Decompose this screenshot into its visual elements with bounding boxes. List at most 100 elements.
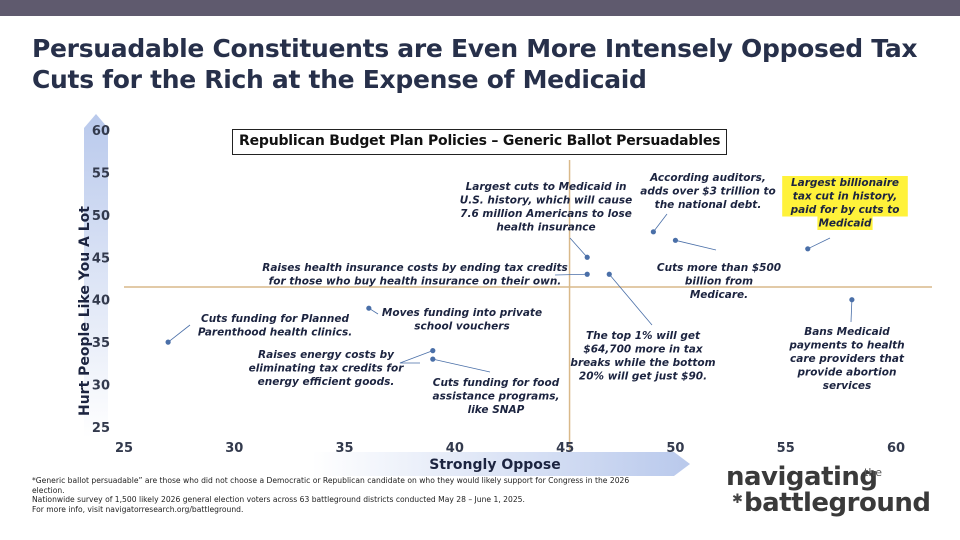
point-label-line: payments to health	[788, 340, 904, 352]
data-point	[584, 271, 590, 277]
x-tick-label: 35	[336, 441, 354, 456]
point-label: Cuts funding for Planned Parenthood healt…	[198, 313, 352, 339]
annotation-connector	[399, 350, 433, 364]
logo-the: the	[864, 466, 883, 479]
footnote-survey: Nationwide survey of 1,500 likely 2026 g…	[32, 495, 525, 505]
data-point	[430, 356, 436, 362]
chart-title: Republican Budget Plan Policies – Generi…	[232, 129, 728, 155]
annotation-connector	[850, 299, 853, 323]
navigating-the-battleground-logo: navigating the ✱ battleground	[726, 462, 946, 522]
point-label-line: Medicaid	[818, 218, 872, 230]
y-tick-label: 55	[92, 166, 110, 181]
label-highlight	[782, 189, 908, 203]
logo-star-icon: ✱	[732, 492, 743, 507]
data-point	[165, 339, 171, 345]
y-axis-arrow	[84, 114, 108, 438]
y-tick-label: 45	[92, 251, 110, 266]
x-tick-label: 30	[225, 441, 243, 456]
point-label: Largest billionaire tax cut in history, pa…	[790, 177, 900, 230]
x-tick-label: 45	[556, 441, 574, 456]
point-label-line: services	[823, 380, 872, 392]
label-highlight	[817, 216, 873, 230]
point-label-line: health insurance	[496, 222, 595, 234]
point-label-line: Moves funding into private	[382, 307, 542, 319]
point-label-line: Parenthood health clinics.	[198, 327, 352, 339]
point-label-line: billion from	[685, 276, 753, 288]
point-label-line: Raises health insurance costs by ending …	[262, 262, 567, 274]
annotation-connector	[653, 213, 668, 233]
point-label-line: care providers that	[790, 353, 905, 365]
label-highlight	[782, 203, 908, 217]
point-label: Cuts more than $500 billion from Medicare.	[657, 262, 781, 301]
y-tick-label: 50	[92, 209, 110, 224]
point-label-line: Raises energy costs by	[258, 349, 395, 361]
y-tick-label: 30	[92, 379, 110, 394]
x-tick-label: 55	[777, 441, 795, 456]
annotation-connector	[675, 239, 717, 251]
data-point	[650, 229, 656, 235]
point-label-line: eliminating tax credits for	[249, 363, 405, 375]
point-label: Raises energy costs by eliminating tax cr…	[249, 349, 405, 388]
annotation-connector	[569, 237, 588, 258]
y-tick-label: 35	[92, 336, 110, 351]
point-label: Largest cuts to Medicaid in U.S. history,…	[460, 181, 633, 234]
point-label-line: Cuts funding for food	[433, 377, 560, 389]
y-tick-label: 25	[92, 421, 110, 436]
point-label-line: U.S. history, which will cause	[460, 195, 633, 207]
data-point	[430, 348, 436, 354]
data-point	[584, 254, 590, 260]
point-label-line: 7.6 million Americans to lose	[460, 208, 632, 220]
point-label-line: energy efficient goods.	[258, 376, 395, 388]
footnote-definition: *Generic ballot persuadable” are those w…	[32, 476, 630, 495]
annotation-connector	[807, 237, 831, 250]
page-title: Persuadable Constituents are Even More I…	[32, 34, 918, 94]
point-label: Raises health insurance costs by ending …	[262, 262, 567, 288]
label-highlight	[782, 176, 908, 190]
top-bar	[0, 0, 960, 16]
x-tick-label: 40	[446, 441, 464, 456]
annotation-connector	[554, 273, 588, 276]
x-axis-arrow	[312, 452, 690, 476]
y-axis-title: Hurt People Like You A Lot	[77, 206, 93, 416]
annotation-connector	[432, 358, 491, 373]
data-point	[366, 305, 372, 311]
point-label-line: According auditors,	[649, 172, 766, 184]
point-label-line: paid for by cuts to	[790, 204, 900, 216]
point-label-line: provide abortion	[797, 367, 897, 379]
point-label-line: like SNAP	[468, 404, 525, 416]
point-label-line: Largest cuts to Medicaid in	[466, 181, 627, 193]
point-label-line: $64,700 more in tax	[583, 344, 703, 356]
point-label-line: school vouchers	[414, 321, 509, 333]
point-label: According auditors, adds over $3 trillion…	[640, 172, 775, 211]
annotation-connector	[608, 273, 653, 326]
point-label-line: adds over $3 trillion to	[640, 186, 775, 198]
point-label-line: 20% will get just $90.	[579, 371, 707, 383]
point-label: Moves funding into private school voucher…	[382, 307, 542, 333]
data-point	[849, 297, 855, 303]
point-label-line: Medicare.	[690, 289, 748, 301]
point-label-line: assistance programs,	[433, 391, 560, 403]
point-label-line: Cuts funding for Planned	[201, 313, 349, 325]
point-label-line: Bans Medicaid	[804, 326, 890, 338]
logo-line-2: battleground	[744, 488, 931, 518]
footnotes: *Generic ballot persuadable” are those w…	[32, 476, 632, 514]
point-label-line: for those who buy health insurance on th…	[269, 276, 562, 288]
data-point	[606, 271, 612, 277]
x-axis-title: Strongly Oppose	[429, 457, 560, 473]
footnote-link: For more info, visit navigatorresearch.o…	[32, 504, 244, 514]
point-label-line: The top 1% will get	[586, 330, 701, 342]
point-label: Cuts funding for food assistance programs…	[433, 377, 560, 416]
y-tick-label: 40	[92, 294, 110, 309]
y-tick-label: 60	[92, 124, 110, 139]
point-label-line: Cuts more than $500	[657, 262, 781, 274]
point-label-line: breaks while the bottom	[570, 357, 715, 369]
logo-line-1: navigating	[726, 462, 878, 492]
x-tick-label: 50	[666, 441, 684, 456]
annotation-connector	[167, 324, 191, 343]
point-label-line: tax cut in history,	[793, 191, 897, 203]
x-tick-label: 60	[887, 441, 905, 456]
point-label: Bans Medicaid payments to health care prov…	[788, 326, 905, 392]
point-label-line: the national debt.	[655, 199, 762, 211]
point-label-line: Largest billionaire	[791, 177, 899, 189]
